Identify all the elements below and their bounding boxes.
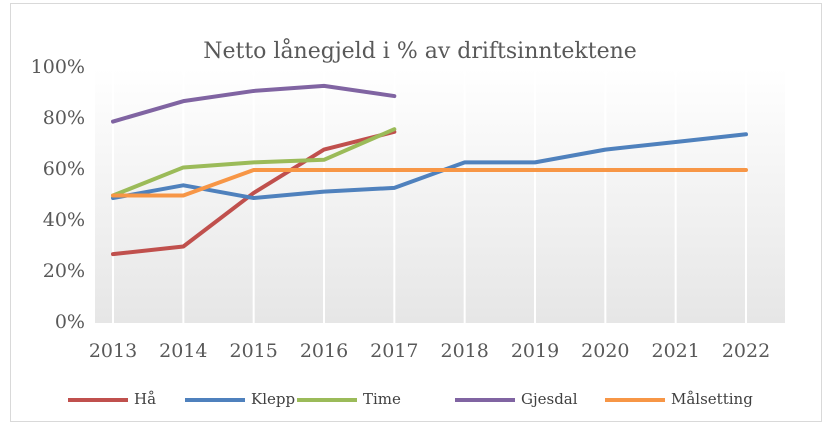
legend-label: Time	[363, 390, 401, 408]
legend-label: Målsetting	[671, 390, 753, 408]
legend: Hå Klepp Time Gjesdal Målsetting	[68, 390, 753, 408]
x-tick-label: 2016	[300, 340, 348, 362]
legend-label: Gjesdal	[521, 390, 578, 408]
series-line	[111, 168, 748, 198]
series-line	[111, 127, 397, 198]
series-line	[111, 129, 397, 257]
x-tick-label: 2014	[159, 340, 207, 362]
y-tick-label: 60%	[43, 158, 85, 180]
y-tick-label: 80%	[43, 107, 85, 129]
x-tick-label: 2020	[581, 340, 629, 362]
x-tick-label: 2017	[370, 340, 418, 362]
x-tick-label: 2021	[651, 340, 699, 362]
grid: 0% 20% 40% 60% 80% 100% 2013 2014 2015 2016 2017 20…	[31, 56, 771, 362]
legend-label: Klepp	[251, 390, 295, 408]
chart-title: Netto lånegjeld i % av driftsinntektene	[203, 37, 637, 64]
y-tick-label: 40%	[43, 209, 85, 231]
x-tick-label: 2018	[440, 340, 488, 362]
lines	[111, 83, 748, 257]
series-line	[111, 132, 748, 201]
y-tick-label: 100%	[31, 56, 85, 78]
x-tick-label: 2022	[722, 340, 770, 362]
series-line	[111, 83, 397, 124]
x-tick-label: 2015	[229, 340, 277, 362]
y-tick-label: 0%	[55, 311, 85, 333]
x-tick-label: 2019	[511, 340, 559, 362]
x-tick-label: 2013	[89, 340, 137, 362]
plot-area	[95, 68, 785, 323]
y-tick-label: 20%	[43, 260, 85, 282]
legend-label: Hå	[134, 390, 156, 408]
